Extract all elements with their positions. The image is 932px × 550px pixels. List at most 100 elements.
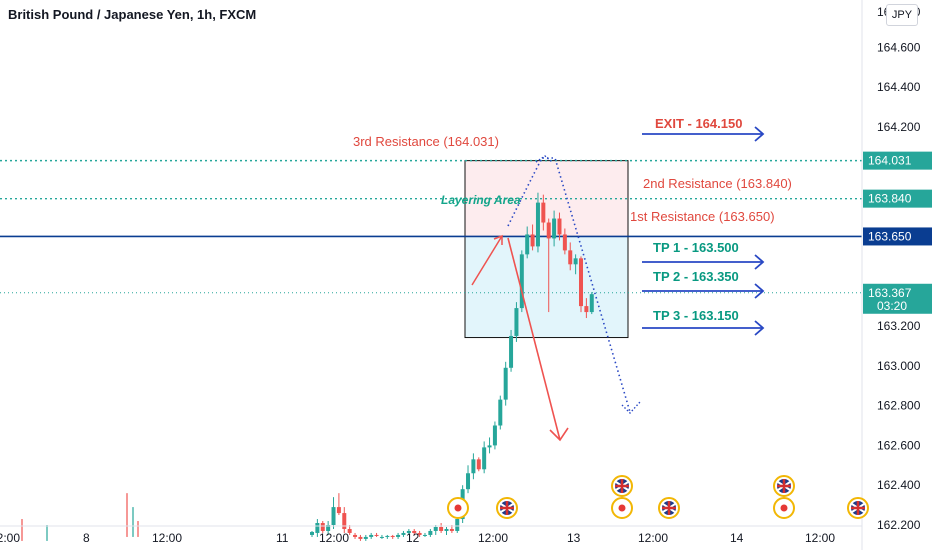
candle [331, 507, 336, 525]
price-tick-label: 162.600 [877, 438, 921, 452]
candle [514, 308, 519, 336]
candle [390, 535, 395, 537]
candle [358, 536, 363, 539]
candle [482, 447, 487, 470]
candle [546, 222, 551, 239]
target-arrow-head [754, 320, 765, 336]
price-tag-label: 163.840 [868, 192, 912, 206]
candle [568, 250, 573, 265]
price-tag-label: 163.367 [868, 286, 912, 300]
candle [353, 534, 358, 537]
price-tick-label: 162.400 [877, 478, 921, 492]
time-tick-label: 8 [83, 531, 90, 545]
candle [433, 526, 438, 531]
arrowhead [621, 401, 641, 415]
candle [428, 530, 433, 535]
candle [369, 534, 374, 537]
candle [374, 534, 379, 536]
arrowhead [493, 234, 503, 245]
candle [310, 531, 314, 535]
candle [379, 536, 384, 538]
target-arrow-head [754, 126, 765, 142]
time-tick-label: 12:00 [319, 531, 349, 545]
candle [535, 202, 540, 247]
price-tag-2 [863, 227, 932, 246]
path-dotted-forecast [507, 157, 631, 413]
candle [326, 525, 331, 531]
candle [519, 254, 524, 309]
path-down-arrow [507, 237, 561, 441]
target-label-0: EXIT - 164.150 [655, 116, 742, 131]
candle [552, 218, 557, 239]
candle [530, 234, 535, 247]
currency-button[interactable]: JPY [886, 4, 918, 26]
candle [422, 534, 427, 536]
event-dot [618, 504, 626, 512]
candle [406, 530, 411, 533]
target-label-2: TP 2 - 163.350 [653, 269, 739, 284]
candle [509, 335, 514, 368]
page-title: British Pound / Japanese Yen, 1h, FXCM [8, 7, 257, 22]
candle [417, 532, 422, 535]
candle [492, 425, 497, 446]
resistance-label-2: 1st Resistance (163.650) [630, 209, 775, 224]
candle [401, 532, 406, 535]
price-tag-0 [863, 151, 932, 170]
price-tick-label: 164.600 [877, 40, 921, 54]
candle [525, 234, 530, 255]
candle [579, 258, 583, 307]
candle [342, 513, 347, 529]
zone-lower [465, 236, 628, 338]
time-tick-label: 13 [567, 531, 581, 545]
candle [412, 530, 417, 533]
candle [444, 528, 449, 531]
candle [449, 528, 454, 531]
candle [476, 459, 481, 470]
candle [541, 202, 546, 223]
time-tick-label: 14 [730, 531, 744, 545]
candle [584, 306, 589, 313]
time-tick-label: 12:00 [0, 531, 20, 545]
event-dot [780, 504, 788, 512]
countdown-label: 03:20 [877, 299, 907, 313]
candle [557, 218, 562, 235]
candle [487, 445, 492, 448]
candle [498, 399, 503, 426]
price-tick-label: 162.800 [877, 399, 921, 413]
time-tick-label: 12:00 [638, 531, 668, 545]
arrowhead [549, 427, 569, 442]
time-tick-label: 11 [276, 531, 289, 545]
target-label-3: TP 3 - 163.150 [653, 308, 739, 323]
candle [471, 459, 476, 474]
candle [562, 234, 567, 251]
time-tick-label: 12:00 [152, 531, 182, 545]
candle [503, 367, 508, 400]
price-tick-label: 163.000 [877, 359, 921, 373]
price-tag-label: 163.650 [868, 229, 912, 243]
price-tick-label: 164.200 [877, 120, 921, 134]
target-arrow-head [754, 283, 765, 299]
event-dot [454, 504, 462, 512]
time-tick-label: 12 [406, 531, 420, 545]
arrowhead [535, 155, 553, 163]
candle [363, 536, 368, 539]
resistance-label-1: 2nd Resistance (163.840) [643, 176, 792, 191]
price-tag-label: 164.031 [868, 154, 912, 168]
candle [336, 507, 341, 514]
candle [589, 294, 594, 313]
target-arrow-head [754, 254, 765, 270]
candle [315, 523, 320, 533]
layering-area-label: Layering Area [441, 193, 521, 207]
resistance-label-0: 3rd Resistance (164.031) [353, 134, 499, 149]
candle [573, 258, 578, 265]
candle [396, 534, 401, 537]
candle [347, 528, 352, 533]
path-up-arrow [471, 235, 503, 286]
candle [466, 473, 471, 490]
price-tick-label: 162.200 [877, 518, 921, 532]
time-tick-label: 12:00 [805, 531, 835, 545]
price-tick-label: 164.400 [877, 80, 921, 94]
candle [455, 519, 460, 531]
